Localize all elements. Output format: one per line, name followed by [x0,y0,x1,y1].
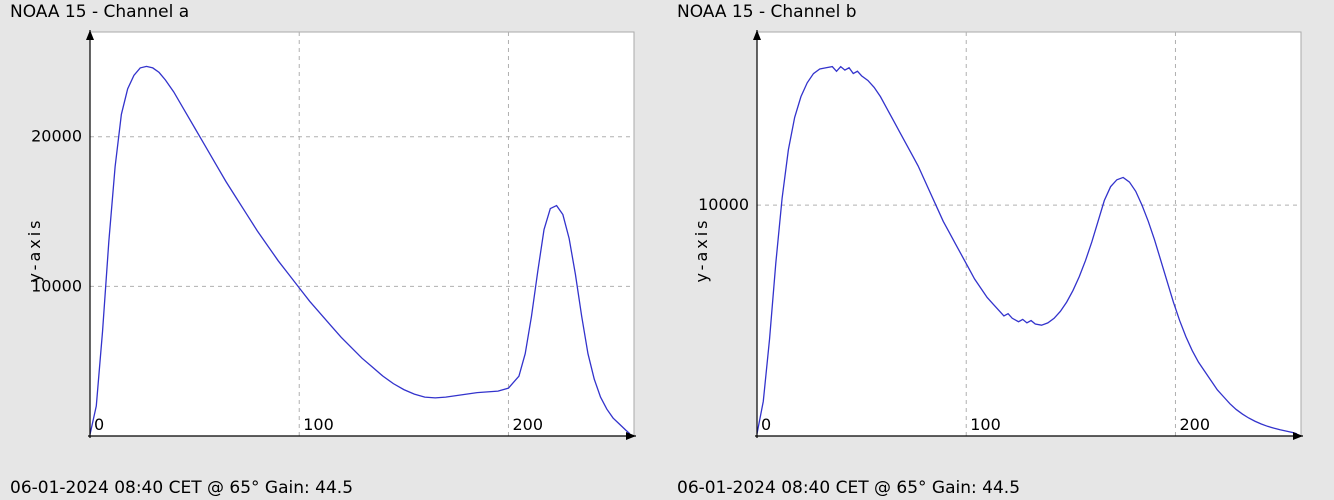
chart-b: 0 100 200 10000 [697,26,1317,466]
chart-a: 0 100 200 10000 20000 [30,26,650,466]
svg-text:0: 0 [94,415,104,434]
svg-text:200: 200 [512,415,543,434]
chart-title-a: NOAA 15 - Channel a [10,2,189,22]
plot-wrap-a: y-axis 01002001000020000 [0,26,667,474]
chart-footer-a: 06-01-2024 08:40 CET @ 65° Gain: 44.5 [10,478,353,498]
svg-text:100: 100 [303,415,334,434]
svg-text:100: 100 [970,415,1001,434]
chart-title-b: NOAA 15 - Channel b [677,2,857,22]
svg-text:10000: 10000 [31,276,82,295]
svg-text:10000: 10000 [698,195,749,214]
svg-text:200: 200 [1179,415,1210,434]
chart-footer-b: 06-01-2024 08:40 CET @ 65° Gain: 44.5 [677,478,1020,498]
panel-channel-b: NOAA 15 - Channel b y-axis 010020010000 … [667,0,1334,500]
svg-text:20000: 20000 [31,127,82,146]
plot-wrap-b: y-axis 010020010000 [667,26,1334,474]
panel-channel-a: NOAA 15 - Channel a y-axis 0100200100002… [0,0,667,500]
svg-text:0: 0 [761,415,771,434]
